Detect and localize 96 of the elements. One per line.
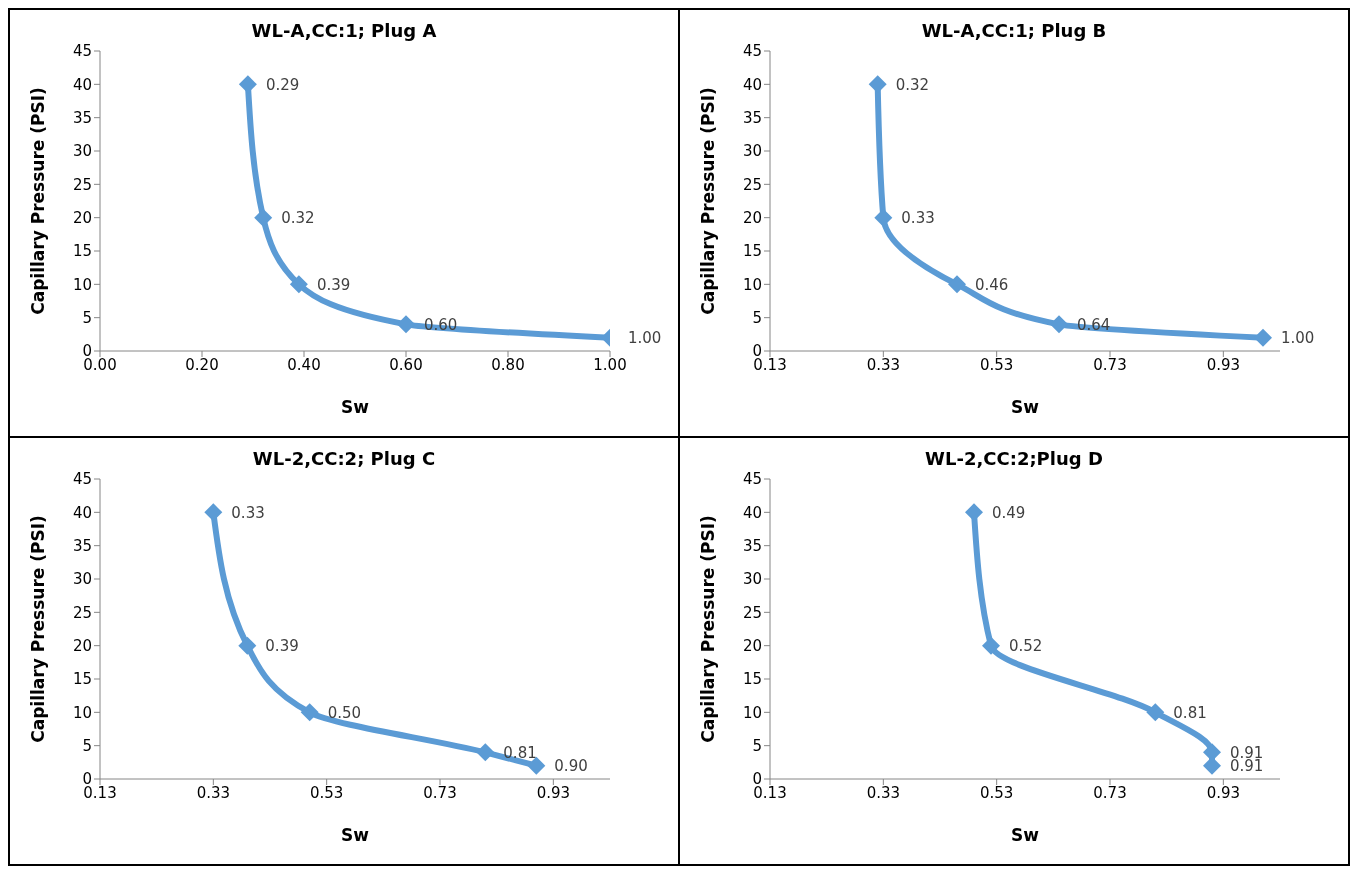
chart-title: WL-2,CC:2; Plug C [251,448,437,469]
y-tick-label: 20 [742,208,762,227]
y-tick-label: 25 [72,603,92,622]
x-tick-label: 0.33 [866,355,901,374]
point [982,636,1000,655]
point [204,503,223,522]
y-tick-label: 20 [72,636,92,655]
y-tick-label: 35 [72,108,92,127]
annotation: 0.32 [281,208,315,227]
y-tick-label: 20 [72,208,92,227]
point [1146,703,1165,722]
y-tick-label: 5 [752,736,762,755]
chart-title: WL-A,CC:1; Plug A [250,20,438,41]
x-tick-label: 0.93 [1206,783,1241,802]
x-tick-label: 0.73 [1093,355,1127,374]
annotation: 1.00 [628,328,662,347]
x-tick-label: 0.53 [979,783,1014,802]
annotation: 0.49 [992,503,1026,522]
x-tick-label: 0.40 [287,355,321,374]
chart-title: WL-A,CC:1; Plug B [920,20,1108,41]
annotation: 0.29 [265,75,300,94]
y-tick-label: 15 [72,242,92,261]
y-tick-label: 40 [72,503,92,522]
y-tick-label: 20 [742,636,762,655]
annotation: 0.39 [316,275,351,294]
y-tick-label: 10 [72,275,92,294]
annotation: 0.50 [327,703,362,722]
y-tick-label: 15 [742,670,762,689]
x-axis-title: Sw [341,397,370,417]
y-tick-label: 10 [742,703,762,722]
annotation: 0.81 [503,743,537,762]
annotation: 0.46 [975,275,1009,294]
x-tick-label: 0.60 [389,355,423,374]
annotation: 0.32 [895,75,930,94]
y-tick-label: 35 [742,108,762,127]
point [874,208,893,227]
y-tick-label: 45 [742,42,762,61]
annotation: 0.39 [265,636,299,655]
y-tick-label: 5 [82,736,92,755]
annotation: 0.52 [1009,636,1043,655]
y-tick-label: 35 [72,536,92,555]
chart-title: WL-2,CC:2;Plug D [924,448,1104,469]
x-tick-label: 0.20 [185,355,219,374]
annotation: 0.33 [231,503,265,522]
x-axis-title: Sw [1011,397,1040,417]
x-axis-title: Sw [1011,825,1040,845]
y-tick-label: 40 [742,503,762,522]
x-tick-label: 0.93 [536,783,571,802]
point [397,315,415,334]
y-tick-label: 45 [72,470,92,489]
point [300,703,319,722]
point [527,756,546,775]
y-axis-title: Capillary Pressure (PSI) [28,87,49,315]
x-tick-label: 0.73 [1093,783,1127,802]
y-axis-title: Capillary Pressure (PSI) [698,87,719,315]
point [254,208,273,227]
annotation: 1.00 [1281,328,1315,347]
point [476,743,495,762]
annotation: 0.90 [554,756,588,775]
point [1050,315,1068,334]
x-tick-label: 0.73 [423,783,457,802]
y-tick-label: 25 [742,603,762,622]
x-tick-label: 0.80 [491,355,525,374]
y-tick-label: 15 [72,670,92,689]
annotation: 0.33 [901,208,935,227]
y-tick-label: 30 [72,570,92,589]
y-tick-label: 40 [742,75,762,94]
y-tick-label: 5 [752,308,762,327]
y-tick-label: 45 [72,42,92,61]
x-axis-title: Sw [341,825,370,845]
y-tick-label: 40 [72,75,92,94]
point [948,275,966,294]
x-tick-label: 0.93 [1206,355,1241,374]
y-tick-label: 30 [742,570,762,589]
x-tick-label: 0.33 [196,783,231,802]
y-axis-title: Capillary Pressure (PSI) [698,515,719,743]
y-tick-label: 10 [72,703,92,722]
y-tick-label: 30 [72,142,92,161]
x-tick-label: 1.00 [593,355,627,374]
y-tick-label: 25 [742,175,762,194]
y-tick-label: 25 [72,175,92,194]
y-tick-label: 35 [742,536,762,555]
y-tick-label: 10 [742,275,762,294]
y-tick-label: 15 [742,242,762,261]
x-tick-label: 0.53 [309,783,344,802]
annotation: 0.81 [1173,703,1207,722]
y-tick-label: 45 [742,470,762,489]
point [1254,328,1272,347]
point [238,636,257,655]
x-tick-label: 0.53 [979,355,1014,374]
y-axis-title: Capillary Pressure (PSI) [28,515,49,743]
point [289,275,308,294]
annotation: 0.60 [424,315,458,334]
x-tick-label: 0.33 [866,783,901,802]
y-tick-label: 5 [82,308,92,327]
y-tick-label: 30 [742,142,762,161]
